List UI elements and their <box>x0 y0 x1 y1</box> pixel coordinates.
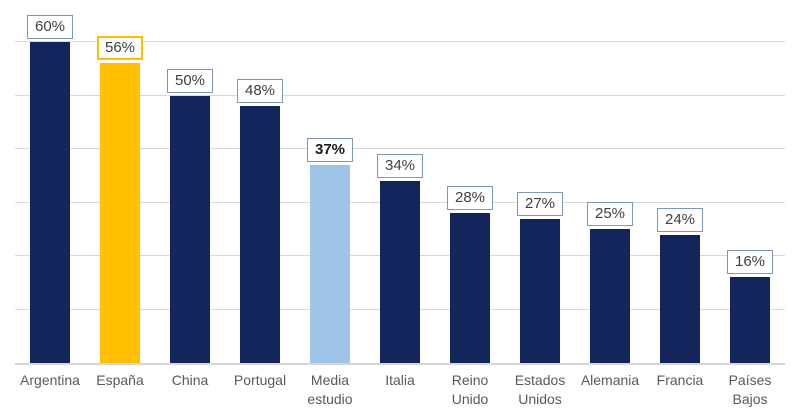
value-label: 25% <box>586 202 634 227</box>
bar-group-9: 25% <box>575 0 645 363</box>
value-label: 60% <box>26 15 74 39</box>
bar <box>310 165 350 363</box>
bar <box>660 234 700 363</box>
bars-layer: 60% 56% 50% 48% 37% 34% 28% 27% 25% 24% 16% <box>15 0 785 363</box>
value-label: 28% <box>446 186 494 211</box>
x-axis-labels: Argentina España China Portugal Media estudi… <box>15 371 785 409</box>
category-label: China <box>171 372 209 388</box>
bar-group-4: 48% <box>225 0 295 363</box>
value-label: 56% <box>96 36 144 61</box>
plot-area: 60% 56% 50% 48% 37% 34% 28% 27% 25% 24% 16% <box>15 0 785 365</box>
gridline-50pct <box>15 94 785 96</box>
category-label: Argentina <box>20 372 80 388</box>
category-label: Estados Unidos <box>514 372 566 407</box>
value-label: 34% <box>376 154 424 179</box>
bar <box>450 213 490 363</box>
bar <box>520 218 560 363</box>
bar-group-8: 27% <box>505 0 575 363</box>
bar-group-1: 60% <box>15 0 85 363</box>
bar <box>380 181 420 363</box>
bar <box>730 277 770 363</box>
value-label: 48% <box>236 79 284 104</box>
category-label: Países Bajos <box>728 372 772 407</box>
bar-group-10: 24% <box>645 0 715 363</box>
gridline-60pct <box>15 41 785 42</box>
category-label: Reino Unido <box>451 372 489 407</box>
value-label: 50% <box>166 68 214 93</box>
category-label: España <box>96 372 144 388</box>
bar <box>170 95 210 363</box>
gridline-40pct <box>15 148 785 149</box>
bar <box>100 63 140 363</box>
value-label: 27% <box>516 191 564 216</box>
value-label: 37% <box>306 138 354 163</box>
category-label: Francia <box>656 372 704 388</box>
bar-group-7: 28% <box>435 0 505 363</box>
category-label: Alemania <box>580 372 640 388</box>
bar <box>30 42 70 363</box>
bar-group-6: 34% <box>365 0 435 363</box>
bar-group-5: 37% <box>295 0 365 363</box>
bar-group-3: 50% <box>155 0 225 363</box>
bar <box>240 106 280 363</box>
category-label: Portugal <box>233 372 287 388</box>
value-label: 16% <box>726 250 774 275</box>
category-label: Italia <box>385 372 415 388</box>
value-label: 24% <box>656 207 704 232</box>
bar <box>590 229 630 363</box>
bar-group-11: 16% <box>715 0 785 363</box>
category-label: Media estudio <box>307 372 353 407</box>
bar-group-2: 56% <box>85 0 155 363</box>
